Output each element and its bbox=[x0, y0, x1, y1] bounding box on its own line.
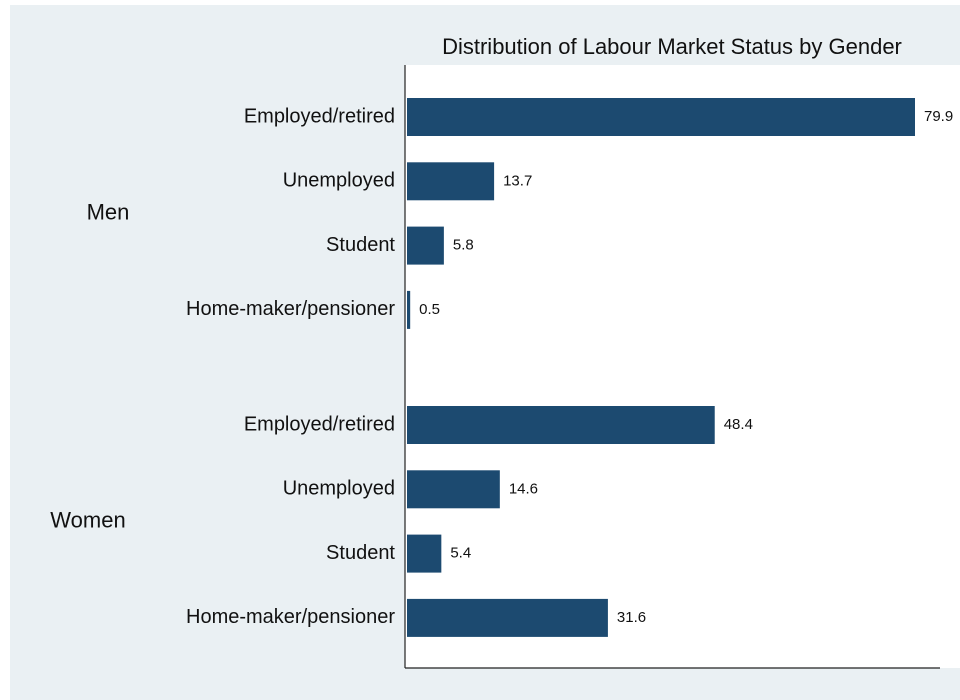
bar bbox=[407, 226, 444, 265]
category-label: Student bbox=[326, 234, 395, 256]
category-label: Student bbox=[326, 542, 395, 564]
category-label: Employed/retired bbox=[244, 413, 395, 435]
value-label: 48.4 bbox=[724, 416, 753, 433]
plot-area bbox=[405, 65, 960, 668]
bar bbox=[407, 290, 411, 329]
value-label: 14.6 bbox=[509, 480, 538, 497]
bar bbox=[407, 162, 495, 201]
value-label: 5.8 bbox=[453, 237, 474, 254]
category-label: Unemployed bbox=[283, 478, 395, 500]
group-label: Men bbox=[87, 199, 130, 224]
bar bbox=[407, 406, 715, 444]
category-label: Employed/retired bbox=[244, 105, 395, 127]
value-label: 13.7 bbox=[503, 172, 532, 189]
bar bbox=[407, 98, 915, 136]
value-label: 79.9 bbox=[924, 108, 953, 125]
category-label: Home-maker/pensioner bbox=[186, 606, 395, 628]
value-label: 0.5 bbox=[419, 301, 440, 318]
bar bbox=[407, 598, 608, 637]
value-label: 31.6 bbox=[617, 609, 646, 626]
group-label: Women bbox=[50, 507, 125, 532]
chart-title: Distribution of Labour Market Status by … bbox=[442, 34, 902, 59]
value-label: 5.4 bbox=[450, 545, 471, 562]
category-label: Home-maker/pensioner bbox=[186, 298, 395, 320]
category-label: Unemployed bbox=[283, 170, 395, 192]
bar bbox=[407, 470, 500, 509]
bar bbox=[407, 534, 442, 573]
